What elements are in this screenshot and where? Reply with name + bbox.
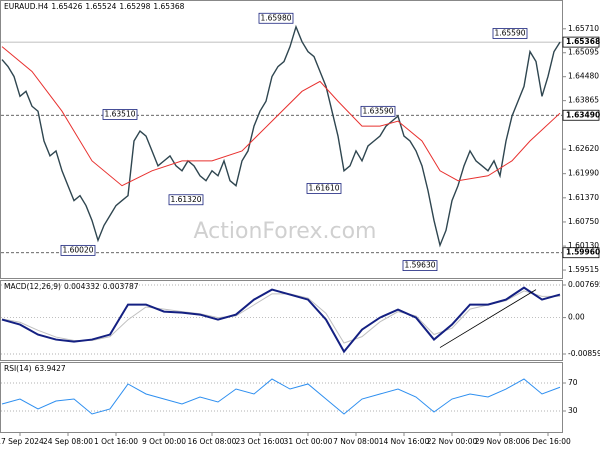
panel-header: EURAUD.H4 1.65426 1.65524 1.65298 1.65368 (4, 2, 185, 11)
rsi-panel (0, 362, 563, 433)
x-tick-label: 29 Nov 08:00 (475, 437, 526, 446)
callout-label: 1.65980 (260, 13, 291, 22)
y-tick-label: 1.60130 (568, 241, 599, 250)
x-tick-label: 14 Nov 16:00 (379, 437, 430, 446)
price-callout (402, 260, 438, 271)
y-tick-label: 1.64480 (568, 72, 599, 81)
x-tick-label: 6 Dec 16:00 (525, 437, 571, 446)
x-tick-label: 17 Sep 2024 (0, 437, 44, 446)
callout-label: 1.61610 (308, 183, 339, 192)
y-tick-label: 70 (568, 378, 578, 387)
header-value: 1.65298 (119, 2, 150, 11)
y-tick-label: 1.61990 (568, 169, 599, 178)
level-tag (562, 109, 600, 121)
callout-label: 1.63510 (104, 109, 135, 118)
panel-title: MACD(12,26,9) (4, 282, 61, 291)
x-tick-label: 7 Nov 08:00 (333, 437, 379, 446)
x-tick-label: 1 Oct 16:00 (94, 437, 138, 446)
x-tick-label: 24 Sep 08:00 (43, 437, 93, 446)
callout-label: 1.65590 (494, 28, 525, 37)
series-line (1, 24, 561, 248)
header-value: 1.65524 (85, 2, 116, 11)
panel-header: RSI(14) 63.9427 (4, 364, 66, 373)
header-value: 1.65426 (51, 2, 82, 11)
trendline (439, 289, 537, 348)
series-line (1, 286, 561, 354)
callout-label: 1.61320 (170, 195, 201, 204)
x-tick-label: 23 Oct 16:00 (236, 437, 285, 446)
price-callout (60, 244, 96, 256)
y-tick-label: 1.61370 (568, 193, 599, 202)
y-tick-label: 1.59515 (568, 265, 599, 274)
y-tick-label: 1.65095 (568, 48, 599, 57)
panel-title: EURAUD.H4 (4, 2, 49, 11)
x-tick-label: 9 Oct 00:00 (142, 437, 186, 446)
x-tick-label: 22 Nov 00:00 (427, 437, 478, 446)
x-tick-label: 31 Oct 00:00 (284, 437, 333, 446)
level-label: 1.63490 (566, 110, 600, 119)
price-callout (258, 12, 294, 24)
y-tick-label: 1.60750 (568, 217, 599, 226)
callout-label: 1.60020 (62, 245, 93, 254)
panel-header: MACD(12,26,9) 0.004332 0.003787 (4, 282, 139, 291)
price-callout (492, 28, 528, 39)
header-value: 63.9427 (35, 364, 66, 373)
macd-panel (0, 280, 563, 361)
callout-label: 1.59630 (404, 261, 435, 270)
price-callout (168, 194, 204, 206)
price-callout (102, 109, 138, 120)
last-price-tag (562, 36, 600, 48)
price-callout (306, 183, 342, 194)
level-tag (562, 247, 600, 259)
x-tick-label: 16 Oct 08:00 (188, 437, 237, 446)
y-tick-label: -0.008599 (568, 349, 600, 358)
series-line (1, 290, 560, 344)
header-value: 1.65368 (153, 2, 184, 11)
watermark: ActionForex.com (194, 219, 377, 244)
price-callout (360, 105, 396, 117)
header-value: 0.004332 (64, 282, 100, 291)
y-tick-label: 30 (568, 406, 578, 415)
y-tick-label: 0.00 (568, 313, 585, 322)
callout-label: 1.63590 (362, 106, 393, 115)
series-line (1, 378, 561, 415)
y-tick-label: 1.62620 (568, 144, 599, 153)
last-price-label: 1.65368 (566, 37, 600, 46)
series-line (1, 46, 561, 187)
panel-title: RSI(14) (4, 364, 32, 373)
header-value: 0.003787 (103, 282, 139, 291)
y-tick-label: 1.65710 (568, 24, 599, 33)
y-tick-label: 1.63865 (568, 96, 599, 105)
level-label: 1.59960 (566, 248, 600, 257)
price-panel (0, 0, 563, 279)
y-tick-label: 0.007695 (568, 280, 600, 289)
